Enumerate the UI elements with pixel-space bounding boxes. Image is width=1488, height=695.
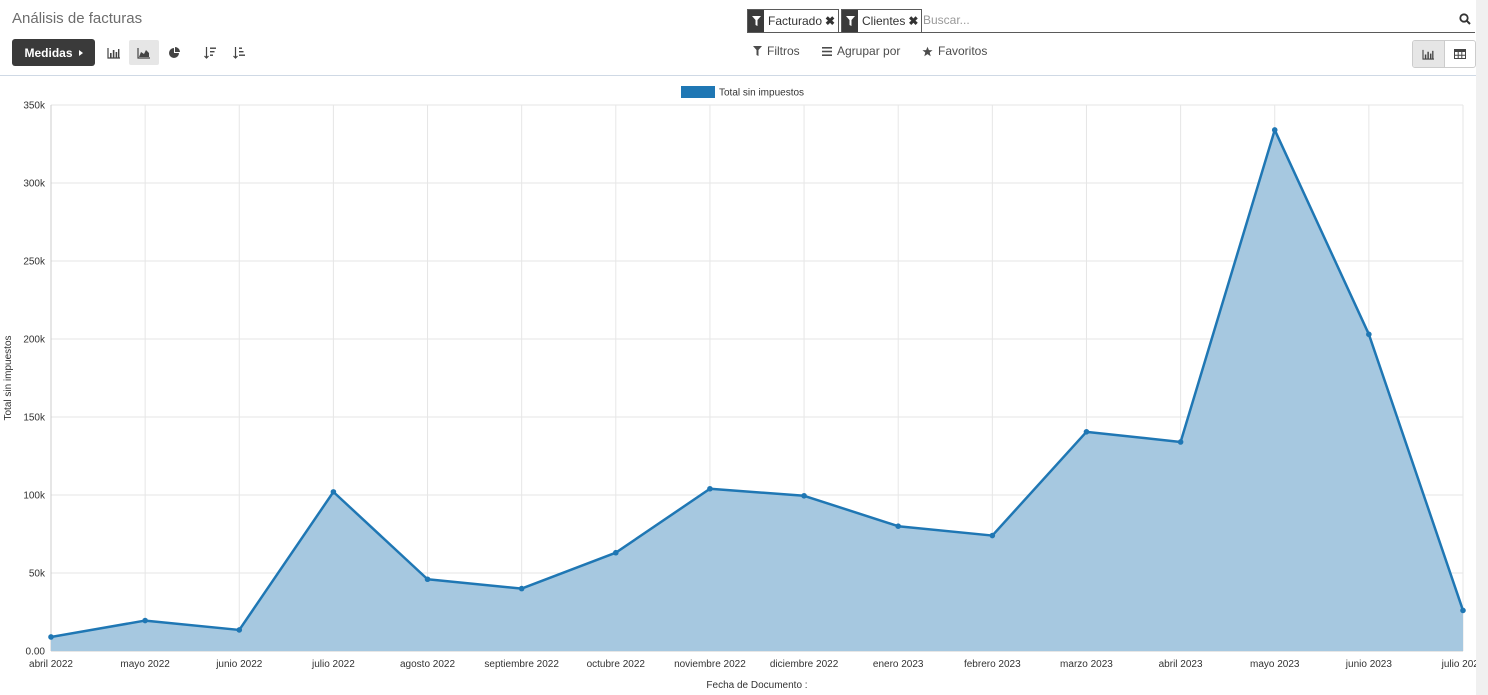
sort-descending-icon <box>204 47 216 59</box>
page-title: Análisis de facturas <box>12 10 143 27</box>
area-chart: 0.00 50k 100k 150k 200k 250k 300k 350k abril 202… <box>3 86 1476 691</box>
x-tick-label: junio 2022 <box>215 659 263 670</box>
data-point <box>1271 127 1278 133</box>
measures-button[interactable]: Medidas <box>12 39 95 66</box>
pie-chart-icon <box>169 46 180 58</box>
data-point <box>1177 439 1184 445</box>
graph-view-button[interactable] <box>1413 41 1445 67</box>
search-facet-facturado[interactable]: Facturado ✖ <box>747 9 839 33</box>
data-point <box>1083 429 1090 435</box>
x-tick-label: mayo 2022 <box>120 659 170 670</box>
star-icon <box>922 46 933 56</box>
filter-icon <box>748 10 764 32</box>
pivot-view-button[interactable] <box>1445 41 1476 67</box>
remove-facet-icon[interactable]: ✖ <box>825 14 836 28</box>
y-tick-label: 50k <box>29 569 46 580</box>
x-tick-label: enero 2023 <box>873 659 924 670</box>
filters-dropdown[interactable]: Filtros <box>753 44 800 58</box>
area-chart-icon <box>137 47 150 59</box>
view-switcher <box>1412 40 1476 68</box>
bar-chart-button[interactable] <box>99 40 129 65</box>
facet-label: Facturado <box>768 14 823 28</box>
x-tick-label: diciembre 2022 <box>770 659 839 670</box>
series-line <box>50 128 1465 639</box>
y-tick-label: 0.00 <box>26 647 46 658</box>
y-tick-label: 150k <box>23 413 46 424</box>
x-tick-label: julio 2022 <box>311 659 355 670</box>
y-tick-label: 250k <box>23 257 46 268</box>
x-tick-label: marzo 2023 <box>1060 659 1113 670</box>
legend-swatch <box>681 86 715 98</box>
y-axis-title: Total sin impuestos <box>3 335 14 420</box>
data-point <box>48 634 54 640</box>
data-point <box>613 549 619 556</box>
search-facet-clientes[interactable]: Clientes ✖ <box>841 9 922 33</box>
search-bar: Facturado ✖ Clientes ✖ <box>747 8 1475 33</box>
pie-chart-button[interactable] <box>159 40 189 65</box>
y-tick-label: 300k <box>23 179 46 190</box>
facet-label: Clientes <box>862 14 906 28</box>
bar-chart-icon <box>1422 49 1434 60</box>
groupby-label: Agrupar por <box>837 44 901 58</box>
x-tick-label: abril 2022 <box>29 659 73 670</box>
data-point <box>1460 607 1466 614</box>
remove-facet-icon[interactable]: ✖ <box>908 14 919 28</box>
x-tick-label: mayo 2023 <box>1250 659 1300 670</box>
filter-icon <box>842 10 858 32</box>
data-point <box>518 585 525 592</box>
sort-ascending-button[interactable] <box>224 40 254 65</box>
x-tick-label: octubre 2022 <box>587 659 646 670</box>
x-tick-label: agosto 2022 <box>400 659 455 670</box>
sort-descending-button[interactable] <box>195 40 225 65</box>
x-tick-label: abril 2023 <box>1159 659 1203 670</box>
data-point <box>895 523 901 529</box>
search-input[interactable] <box>923 10 1443 30</box>
x-tick-label: septiembre 2022 <box>484 659 559 670</box>
table-icon <box>1453 49 1466 59</box>
caret-right-icon <box>78 49 83 56</box>
x-tick-label: febrero 2023 <box>964 659 1021 670</box>
data-point <box>989 532 996 539</box>
filters-label: Filtros <box>767 44 800 58</box>
data-point <box>142 617 148 624</box>
measures-label: Medidas <box>24 45 73 60</box>
data-point <box>1366 331 1372 338</box>
scrollbar[interactable] <box>1476 0 1488 695</box>
control-panel: Análisis de facturas Medidas Facturado ✖… <box>0 0 1476 76</box>
data-point <box>424 576 431 583</box>
bars-icon <box>822 46 832 56</box>
data-point <box>330 489 337 495</box>
y-tick-label: 350k <box>23 101 46 112</box>
favorites-label: Favoritos <box>938 44 988 58</box>
groupby-dropdown[interactable]: Agrupar por <box>822 44 900 58</box>
favorites-dropdown[interactable]: Favoritos <box>922 44 987 58</box>
data-point <box>707 485 713 492</box>
bar-chart-icon <box>107 47 120 59</box>
sort-ascending-icon <box>233 47 245 59</box>
x-axis-title: Fecha de Documento : <box>706 680 807 691</box>
x-tick-label: junio 2023 <box>1345 659 1393 670</box>
y-tick-label: 100k <box>23 491 46 502</box>
x-tick-label: noviembre 2022 <box>674 659 746 670</box>
area-fill <box>51 129 1463 652</box>
line-chart-button[interactable] <box>129 40 159 65</box>
data-point <box>236 627 243 633</box>
legend-label: Total sin impuestos <box>719 88 804 99</box>
y-tick-label: 200k <box>23 335 46 346</box>
filter-icon <box>753 46 762 56</box>
data-point <box>801 492 807 499</box>
x-tick-label: julio 2023 <box>1441 659 1476 670</box>
search-icon[interactable] <box>1459 12 1471 30</box>
